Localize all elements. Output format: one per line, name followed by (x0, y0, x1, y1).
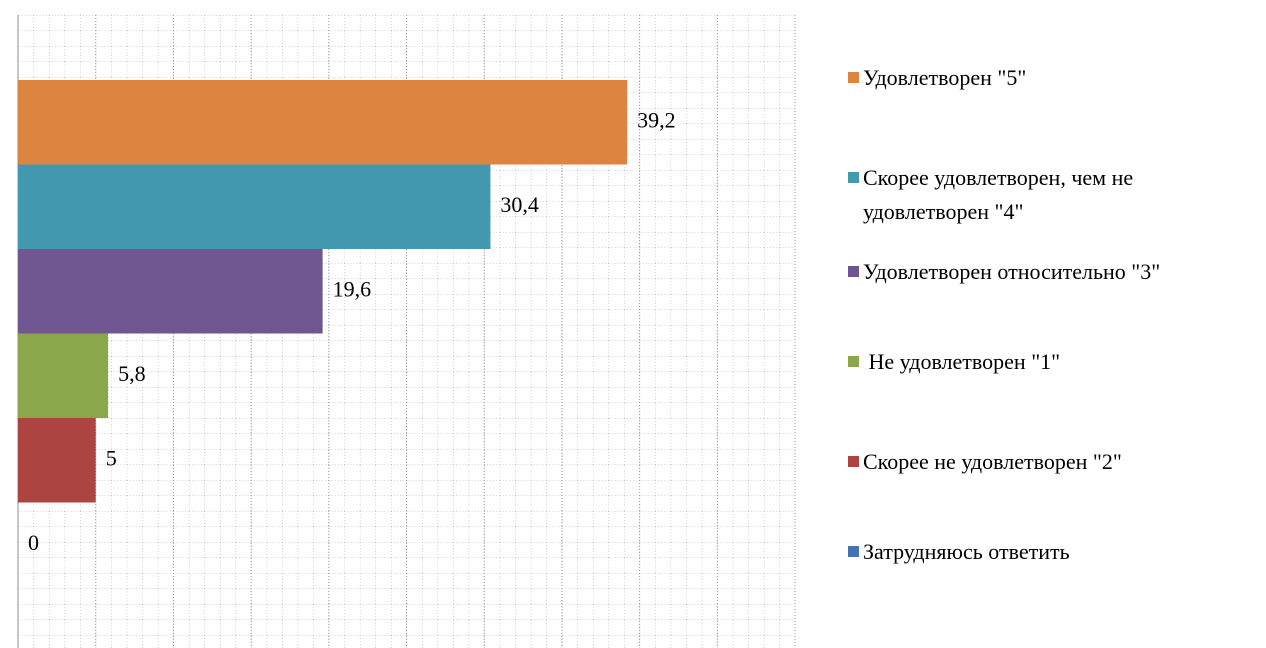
legend-swatch (848, 356, 859, 367)
data-label: 5 (106, 445, 117, 470)
data-label: 30,4 (500, 192, 539, 217)
data-label: 0 (28, 530, 39, 555)
legend-item: Не удовлетворен "1" (848, 345, 1258, 379)
data-label: 5,8 (118, 361, 145, 386)
data-label: 19,6 (333, 276, 372, 301)
legend-swatch (848, 72, 859, 83)
legend-label: Скорее удовлетворен, чем не удовлетворен… (863, 165, 1139, 224)
legend-label: Удовлетворен относительно "3" (863, 259, 1161, 284)
bar (18, 333, 109, 418)
legend-label: Удовлетворен "5" (863, 65, 1027, 90)
legend-swatch (848, 456, 859, 467)
legend-item: Удовлетворен относительно "3" (848, 255, 1258, 289)
legend-swatch (848, 546, 859, 557)
bar (18, 164, 491, 249)
legend-item: Скорее не удовлетворен "2" (848, 445, 1258, 479)
legend-label: Скорее не удовлетворен "2" (863, 449, 1122, 474)
data-label: 39,2 (637, 107, 676, 132)
legend-label: Затрудняюсь ответить (863, 539, 1070, 564)
legend-swatch (848, 172, 859, 183)
legend-item: Скорее удовлетворен, чем не удовлетворен… (848, 161, 1258, 229)
legend-item: Удовлетворен "5" (848, 61, 1258, 95)
legend-item: Затрудняюсь ответить (848, 535, 1258, 569)
legend-swatch (848, 266, 859, 277)
bar (18, 249, 323, 334)
bar (18, 80, 628, 165)
bar (18, 418, 96, 503)
legend-label: Не удовлетворен "1" (863, 349, 1061, 374)
